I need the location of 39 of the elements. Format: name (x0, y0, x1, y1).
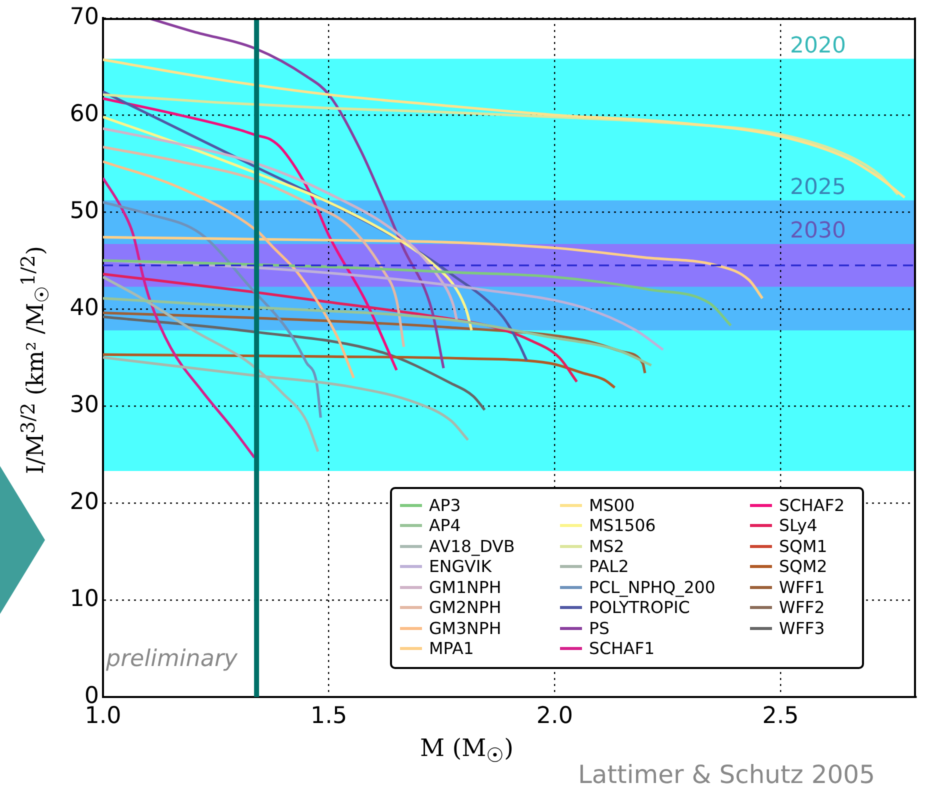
legend-label: WFF3 (779, 618, 825, 638)
legend-label: PCL_NPHQ_200 (589, 578, 716, 597)
legend-label: AV18_DVB (429, 536, 515, 556)
legend-label: GM2NPH (429, 598, 502, 618)
y-tick-label: 10 (70, 586, 99, 612)
band-label: 2025 (790, 175, 846, 200)
text: Lattimer & Schutz 2005 (578, 760, 875, 789)
y-tick-label: 30 (70, 392, 99, 418)
legend-label: SQM1 (779, 536, 828, 556)
y-tick-label: 60 (70, 100, 99, 127)
band-label: 2020 (790, 33, 846, 58)
legend-label: ENGVIK (429, 557, 492, 576)
legend-label: AP3 (429, 496, 461, 515)
legend-label: WFF1 (779, 578, 825, 597)
x-axis-title: M (M$_{☉}$) (420, 734, 514, 767)
y-tick-label: 70 (70, 4, 99, 30)
legend-label: AP4 (429, 516, 461, 536)
legend-label: SCHAF1 (589, 639, 655, 658)
legend-label: PS (589, 618, 610, 638)
legend-label: MS2 (589, 536, 624, 556)
legend-label: MS00 (589, 496, 635, 515)
legend-label: WFF2 (779, 598, 825, 618)
x-tick-label: 2.0 (536, 702, 573, 729)
x-tick-label: 2.5 (762, 702, 799, 729)
legend-label: SQM2 (779, 557, 828, 576)
band-label: 2030 (790, 218, 846, 244)
legend-label: SLy4 (779, 516, 818, 536)
y-tick-label: 50 (70, 198, 99, 224)
legend-label: SCHAF2 (779, 496, 845, 515)
legend-label: PAL2 (589, 557, 629, 576)
legend-label: POLYTROPIC (589, 598, 690, 618)
annotation: preliminary (106, 646, 238, 672)
y-tick-label: 40 (70, 294, 99, 321)
legend-label: GM3NPH (429, 618, 502, 638)
legend-label: MPA1 (429, 639, 474, 658)
y-tick-label: 20 (70, 488, 99, 515)
legend-label: MS1506 (589, 516, 656, 536)
x-tick-label: 1.5 (310, 702, 348, 729)
legend-label: GM1NPH (429, 578, 502, 597)
